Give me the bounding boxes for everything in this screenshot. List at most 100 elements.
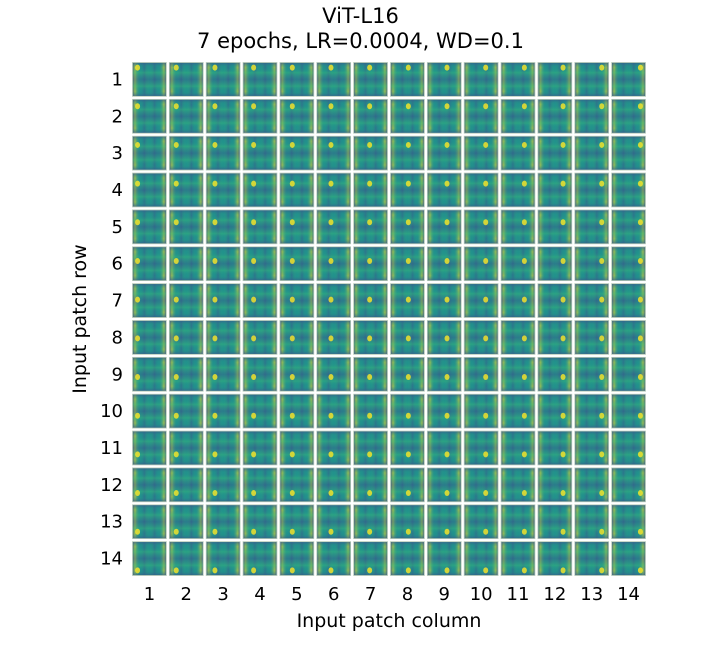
heatmap-cell-r2-c10 — [463, 98, 499, 134]
y-tick-11: 11 — [100, 438, 123, 459]
heatmap-cell-r6-c7 — [353, 246, 388, 282]
heatmap-cell-r10-c7 — [353, 393, 388, 429]
heatmap-cell-r1-c13 — [574, 62, 610, 97]
heatmap-cell-r10-c9 — [426, 393, 462, 429]
heatmap-cell-r3-c6 — [316, 135, 352, 171]
x-tick-2: 2 — [181, 584, 192, 605]
heatmap-cell-r1-c14 — [611, 62, 646, 97]
y-tick-3: 3 — [112, 143, 123, 164]
heatmap-cell-r12-c5 — [279, 467, 315, 503]
heatmap-cell-r6-c2 — [168, 246, 204, 282]
heatmap-cell-r7-c4 — [242, 283, 278, 318]
heatmap-cell-r14-c5 — [279, 541, 315, 576]
heatmap-cell-r13-c2 — [168, 504, 204, 540]
heatmap-cell-r9-c1 — [132, 356, 167, 392]
heatmap-cell-r7-c6 — [316, 283, 352, 318]
heatmap-cell-r8-c11 — [500, 320, 536, 355]
heatmap-cell-r6-c14 — [611, 246, 646, 282]
heatmap-cell-r1-c3 — [205, 62, 241, 97]
heatmap-cell-r2-c2 — [168, 98, 204, 134]
heatmap-cell-r12-c11 — [500, 467, 536, 503]
x-tick-7: 7 — [365, 584, 376, 605]
heatmap-cell-r12-c9 — [426, 467, 462, 503]
heatmap-cell-r8-c7 — [353, 320, 388, 355]
heatmap-cell-r5-c8 — [390, 209, 425, 245]
heatmap-cell-r14-c12 — [537, 541, 573, 576]
heatmap-cell-r6-c12 — [537, 246, 573, 282]
heatmap-cell-r13-c7 — [353, 504, 388, 540]
heatmap-cell-r6-c10 — [463, 246, 499, 282]
heatmap-cell-r14-c14 — [611, 541, 646, 576]
heatmap-cell-r4-c11 — [500, 172, 536, 208]
heatmap-cell-r11-c1 — [132, 430, 167, 466]
x-axis-label: Input patch column — [297, 610, 482, 632]
heatmap-cell-r3-c9 — [426, 135, 462, 171]
heatmap-cell-r9-c14 — [611, 356, 646, 392]
heatmap-cell-r14-c2 — [168, 541, 204, 576]
heatmap-cell-r5-c2 — [168, 209, 204, 245]
heatmap-cell-r14-c4 — [242, 541, 278, 576]
heatmap-cell-r6-c4 — [242, 246, 278, 282]
heatmap-cell-r9-c9 — [426, 356, 462, 392]
heatmap-cell-r2-c13 — [574, 98, 610, 134]
heatmap-cell-r8-c10 — [463, 320, 499, 355]
heatmap-cell-r12-c4 — [242, 467, 278, 503]
heatmap-cell-r3-c13 — [574, 135, 610, 171]
heatmap-cell-r7-c7 — [353, 283, 388, 318]
heatmap-cell-r12-c14 — [611, 467, 646, 503]
heatmap-cell-r9-c7 — [353, 356, 388, 392]
heatmap-cells — [132, 62, 646, 576]
heatmap-cell-r10-c14 — [611, 393, 646, 429]
heatmap-cell-r2-c8 — [390, 98, 425, 134]
heatmap-cell-r5-c10 — [463, 209, 499, 245]
heatmap-cell-r3-c3 — [205, 135, 241, 171]
heatmap-cell-r4-c14 — [611, 172, 646, 208]
heatmap-cell-r3-c10 — [463, 135, 499, 171]
heatmap-cell-r9-c13 — [574, 356, 610, 392]
heatmap-cell-r3-c1 — [132, 135, 167, 171]
heatmap-cell-r10-c6 — [316, 393, 352, 429]
heatmap-cell-r5-c6 — [316, 209, 352, 245]
heatmap-cell-r9-c10 — [463, 356, 499, 392]
heatmap-cell-r5-c13 — [574, 209, 610, 245]
heatmap-cell-r13-c13 — [574, 504, 610, 540]
y-tick-14: 14 — [100, 549, 123, 570]
heatmap-cell-r12-c1 — [132, 467, 167, 503]
heatmap-cell-r5-c14 — [611, 209, 646, 245]
heatmap-cell-r9-c12 — [537, 356, 573, 392]
heatmap-cell-r8-c3 — [205, 320, 241, 355]
heatmap-cell-r11-c3 — [205, 430, 241, 466]
heatmap-cell-r2-c4 — [242, 98, 278, 134]
heatmap-cell-r1-c11 — [500, 62, 536, 97]
y-axis-label: Input patch row — [69, 244, 91, 393]
heatmap-cell-r8-c4 — [242, 320, 278, 355]
heatmap-cell-r11-c9 — [426, 430, 462, 466]
heatmap-cell-r10-c2 — [168, 393, 204, 429]
heatmap-cell-r2-c7 — [353, 98, 388, 134]
heatmap-cell-r2-c12 — [537, 98, 573, 134]
heatmap-cell-r12-c8 — [390, 467, 425, 503]
y-tick-2: 2 — [112, 106, 123, 127]
heatmap-cell-r1-c6 — [316, 62, 352, 97]
heatmap-cell-r4-c10 — [463, 172, 499, 208]
heatmap-cell-r1-c5 — [279, 62, 315, 97]
heatmap-cell-r6-c3 — [205, 246, 241, 282]
heatmap-cell-r14-c11 — [500, 541, 536, 576]
heatmap-cell-r13-c4 — [242, 504, 278, 540]
heatmap-cell-r3-c12 — [537, 135, 573, 171]
heatmap-cell-r10-c1 — [132, 393, 167, 429]
heatmap-cell-r1-c2 — [168, 62, 204, 97]
x-tick-1: 1 — [144, 584, 155, 605]
x-tick-14: 14 — [617, 584, 640, 605]
heatmap-cell-r11-c11 — [500, 430, 536, 466]
heatmap-cell-r5-c4 — [242, 209, 278, 245]
heatmap-cell-r8-c13 — [574, 320, 610, 355]
heatmap-cell-r6-c13 — [574, 246, 610, 282]
heatmap-cell-r7-c1 — [132, 283, 167, 318]
heatmap-cell-r2-c14 — [611, 98, 646, 134]
x-tick-labels: 1 2 3 4 5 6 7 8 9 10 11 12 13 14 — [144, 584, 640, 605]
heatmap-cell-r14-c6 — [316, 541, 352, 576]
heatmap-cell-r3-c11 — [500, 135, 536, 171]
heatmap-cell-r5-c11 — [500, 209, 536, 245]
heatmap-cell-r10-c8 — [390, 393, 425, 429]
